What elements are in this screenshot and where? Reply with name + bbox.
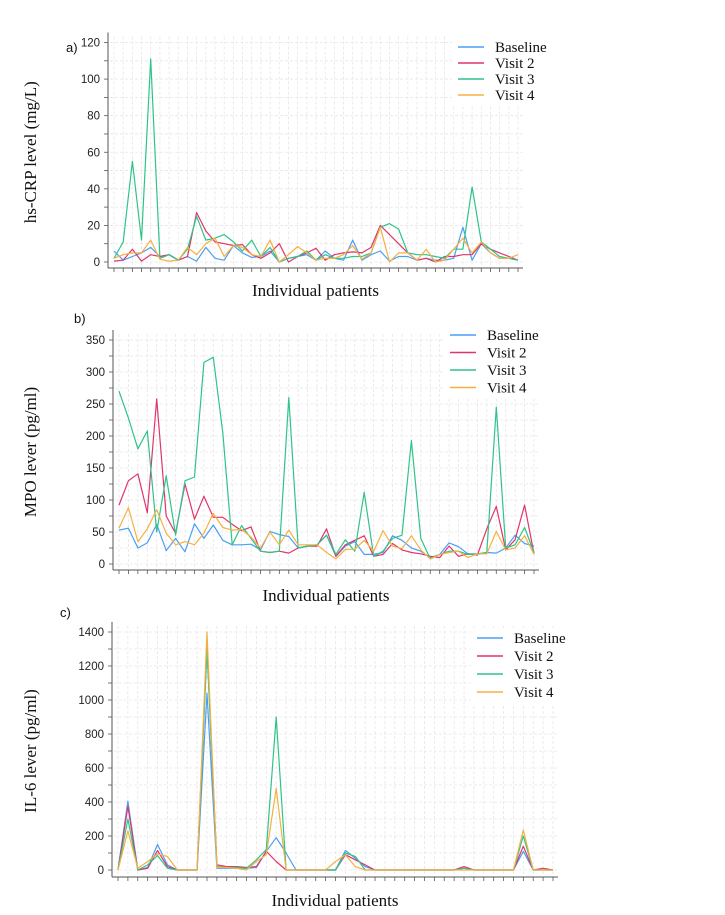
legend-label: Visit 4 <box>495 88 535 104</box>
y-axis-label: MPO lever (pg/ml) <box>21 387 40 517</box>
y-tick-label: 300 <box>86 367 105 379</box>
series-line-visit-4 <box>113 226 519 263</box>
legend-label: Baseline <box>487 328 539 344</box>
y-tick-label: 400 <box>85 797 104 809</box>
legend-label: Visit 4 <box>514 685 554 701</box>
y-tick-label: 120 <box>81 38 100 50</box>
series-line-visit-3 <box>118 356 535 560</box>
y-tick-label: 0 <box>94 257 100 269</box>
legend-label: Baseline <box>495 40 547 56</box>
legend-label: Visit 3 <box>495 72 535 88</box>
y-tick-label: 200 <box>85 831 104 843</box>
series-line-visit-2 <box>118 398 535 559</box>
legend-label: Visit 3 <box>514 667 554 683</box>
x-axis-label: Individual patients <box>252 281 379 300</box>
y-tick-label: 50 <box>92 527 105 539</box>
legend-label: Visit 3 <box>487 363 527 379</box>
y-tick-label: 600 <box>85 763 104 775</box>
y-tick-label: 80 <box>87 111 100 123</box>
x-axis-label: Individual patients <box>262 586 389 605</box>
y-tick-label: 20 <box>87 220 100 232</box>
y-tick-label: 100 <box>81 74 100 86</box>
y-tick-label: 100 <box>86 495 105 507</box>
panel-label: a) <box>66 40 78 55</box>
series-line-visit-2 <box>113 212 519 263</box>
y-tick-label: 40 <box>87 184 100 196</box>
legend-label: Visit 4 <box>487 381 527 397</box>
y-tick-label: 1000 <box>78 695 104 707</box>
y-tick-label: 350 <box>86 335 105 347</box>
panel-label: b) <box>74 311 86 326</box>
legend-label: Visit 2 <box>514 649 554 665</box>
y-tick-label: 200 <box>86 431 105 443</box>
y-tick-label: 1200 <box>78 661 104 673</box>
legend: Baseline Visit 2 Visit 3 Visit 4 <box>471 628 566 704</box>
x-axis-label: Individual patients <box>271 891 398 910</box>
y-tick-label: 250 <box>86 399 105 411</box>
series-line-visit-4 <box>117 631 553 871</box>
y-tick-label: 800 <box>85 729 104 741</box>
y-tick-label: 60 <box>87 147 100 159</box>
panel-label: c) <box>60 605 71 620</box>
y-tick-label: 150 <box>86 463 105 475</box>
grid <box>110 36 523 266</box>
y-axis-label: IL-6 lever (pg/ml) <box>21 689 40 813</box>
legend-label: Visit 2 <box>495 56 535 72</box>
legend-background <box>444 325 547 399</box>
y-tick-label: 0 <box>98 865 104 877</box>
chart-panel-c: 0 200 400 600 800 1000 1200 1400 Baseline Visit 2… <box>21 605 566 910</box>
legend-background <box>452 37 531 105</box>
y-tick-label: 1400 <box>78 627 104 639</box>
legend-label: Visit 2 <box>487 346 527 362</box>
y-tick-label: 0 <box>99 559 105 571</box>
series-line-visit-4 <box>118 507 535 560</box>
y-axis-label: hs-CRP level (mg/L) <box>21 81 40 223</box>
legend-label: Baseline <box>514 631 566 647</box>
